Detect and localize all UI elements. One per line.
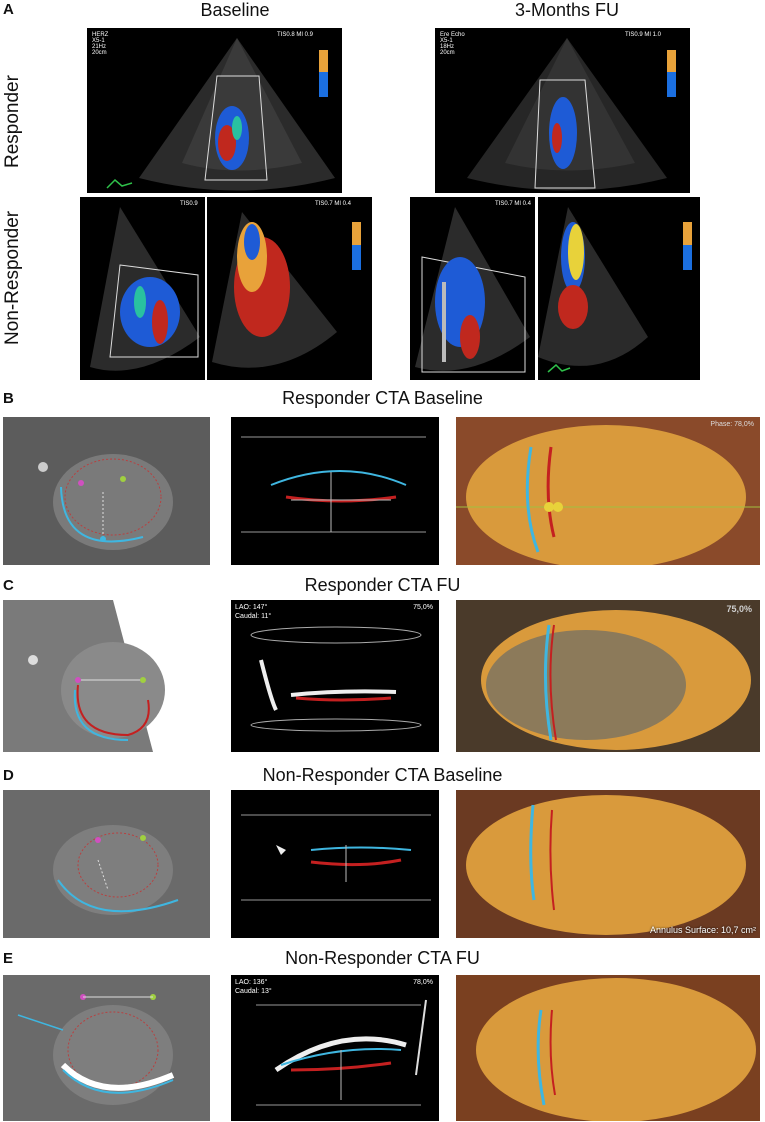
cta-d-3d xyxy=(231,790,439,938)
cta-e-3d: LAO: 136° Caudal: 13° 78,0% xyxy=(231,975,439,1121)
lao-label: LAO: 136° xyxy=(235,979,268,986)
row-label-non-responder: Non-Responder xyxy=(2,210,23,345)
panel-d-letter: D xyxy=(3,767,14,784)
cta-d-axial xyxy=(3,790,210,938)
echo-non-responder-fu-a: TIS0.7 MI 0.4 xyxy=(410,197,535,380)
echo-overlay-right: TIS0.7 MI 0.4 xyxy=(495,201,532,207)
echo-overlay-right: TIS0.8 MI 0.9 xyxy=(277,32,314,38)
cta-b-3d xyxy=(231,417,439,565)
panel-b-letter: B xyxy=(3,390,14,407)
cta-b-mpr: Phase: 78,0% xyxy=(456,417,760,565)
annulus-surface-label: Annulus Surface: 10,7 cm² xyxy=(649,925,756,935)
cta-d-mpr: Annulus Surface: 10,7 cm² xyxy=(456,790,760,938)
echo-overlay-left: Ere Echo X5-1 18Hz 20cm xyxy=(440,32,465,56)
panel-e-title: Non-Responder CTA FU xyxy=(285,948,480,968)
cta-c-axial xyxy=(3,600,210,752)
echo-non-responder-fu-b xyxy=(538,197,700,380)
phase-label: Phase: 78,0% xyxy=(710,421,754,428)
phase-label: 75,0% xyxy=(413,604,433,611)
lao-label: LAO: 147° xyxy=(235,604,268,611)
echo-overlay-left: HERZ X5-1 21Hz 20cm xyxy=(92,32,109,56)
panel-a-letter: A xyxy=(3,1,14,18)
cta-e-axial xyxy=(3,975,210,1121)
phase-label: 78,0% xyxy=(413,979,433,986)
phase-label: 75,0% xyxy=(726,604,752,614)
caudal-label: Caudal: 11° xyxy=(235,613,272,620)
echo-overlay-right: TIS0.9 xyxy=(180,201,198,207)
echo-non-responder-baseline-b: TIS0.7 MI 0.4 xyxy=(207,197,372,380)
row-label-responder: Responder xyxy=(2,75,23,168)
cta-c-mpr: 75,0% xyxy=(456,600,760,752)
panel-c-letter: C xyxy=(3,577,14,594)
col-title-fu: 3-Months FU xyxy=(514,0,620,20)
echo-overlay-right: TIS0.7 MI 0.4 xyxy=(315,201,352,207)
panel-b-title: Responder CTA Baseline xyxy=(282,388,483,408)
panel-d-title: Non-Responder CTA Baseline xyxy=(262,765,503,785)
echo-responder-baseline: HERZ X5-1 21Hz 20cm TIS0.8 MI 0.9 xyxy=(87,28,342,193)
cta-e-mpr xyxy=(456,975,760,1121)
echo-responder-fu: Ere Echo X5-1 18Hz 20cm TIS0.9 MI 1.0 xyxy=(435,28,690,193)
col-title-baseline: Baseline xyxy=(200,0,270,20)
panel-c-title: Responder CTA FU xyxy=(304,575,461,595)
panel-e-letter: E xyxy=(3,950,14,967)
cta-b-axial xyxy=(3,417,210,565)
echo-overlay-right: TIS0.9 MI 1.0 xyxy=(625,32,662,38)
cta-c-3d: LAO: 147° Caudal: 11° 75,0% xyxy=(231,600,439,752)
caudal-label: Caudal: 13° xyxy=(235,988,272,995)
echo-non-responder-baseline-a: TIS0.9 xyxy=(80,197,205,380)
